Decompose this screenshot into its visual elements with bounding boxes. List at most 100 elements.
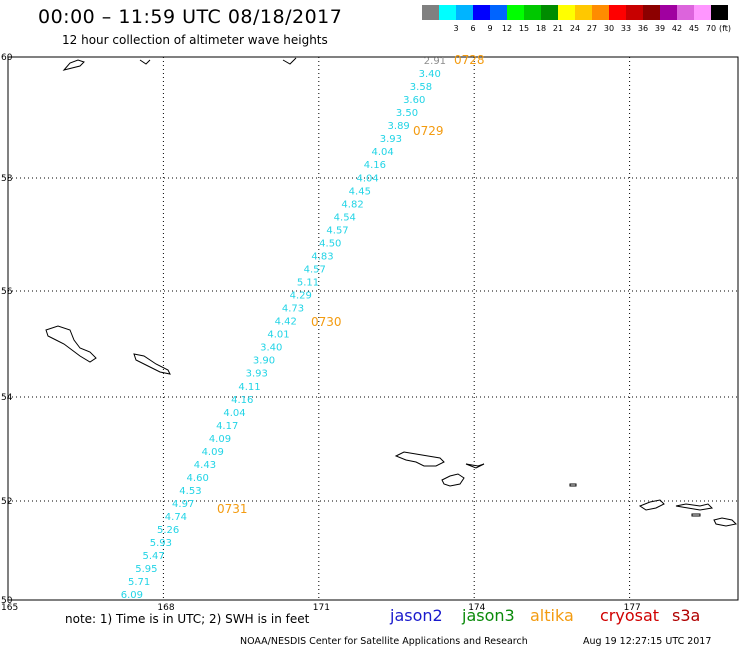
legend-swatch (422, 5, 439, 20)
coastline (441, 473, 465, 487)
coastline (133, 353, 171, 375)
pass-time-label: 0731 (217, 502, 248, 516)
swh-observation: 4.53 (179, 486, 201, 497)
pass-time-label: 0729 (413, 124, 444, 138)
map-title: 00:00 – 11:59 UTC 08/18/2017 (38, 6, 343, 28)
swh-observation: 4.74 (165, 512, 187, 523)
coastline (569, 483, 577, 487)
swh-observation: 3.40 (260, 343, 282, 354)
swh-observation: 5.11 (297, 278, 319, 289)
swh-observation: 4.57 (326, 225, 348, 236)
map-frame (7, 56, 739, 601)
legend-label: 6 (470, 24, 476, 33)
coastline (465, 463, 485, 469)
swh-observation: 4.57 (304, 264, 326, 275)
lat-tick-label: 50 (1, 596, 13, 606)
legend-label: 33 (620, 24, 632, 33)
legend-label: 18 (535, 24, 547, 33)
swh-observation: 4.29 (290, 291, 312, 302)
coastline (62, 59, 85, 71)
legend-swatch (643, 5, 660, 20)
footer-credit: NOAA/NESDIS Center for Satellite Applica… (240, 636, 528, 647)
legend-swatch (490, 5, 507, 20)
legend-swatch (711, 5, 728, 20)
legend-label: 30 (603, 24, 615, 33)
legend-label: 70 (705, 24, 717, 33)
satellite-cryosat: cryosat (600, 606, 660, 625)
swh-observation: 5.95 (135, 564, 157, 575)
legend-label: 3 (453, 24, 459, 33)
swh-observation: 4.01 (267, 330, 289, 341)
swh-observation: 4.60 (187, 473, 209, 484)
coastline (675, 503, 714, 511)
satellite-s3a: s3a (672, 606, 701, 625)
legend-label: 24 (569, 24, 581, 33)
legend-swatch (694, 5, 711, 20)
lat-tick-label: 60 (1, 53, 13, 63)
legend-label: 21 (552, 24, 564, 33)
legend-unit: (ft) (718, 24, 732, 33)
coastline (713, 517, 738, 527)
swh-observation: 4.09 (202, 447, 224, 458)
swh-observation: 3.58 (410, 82, 432, 93)
swh-observation: 4.42 (275, 317, 297, 328)
coastline (691, 513, 701, 517)
legend-swatch (439, 5, 456, 20)
swh-observation: 5.47 (143, 551, 165, 562)
legend-swatch (626, 5, 643, 20)
swh-observation: 4.04 (371, 147, 393, 158)
lon-tick-label: 177 (624, 603, 641, 613)
legend-label: 36 (637, 24, 649, 33)
lon-tick-label: 174 (468, 603, 485, 613)
legend-swatch (592, 5, 609, 20)
legend-swatch (575, 5, 592, 20)
swh-observation: 4.43 (194, 460, 216, 471)
lat-tick-label: 54 (1, 393, 13, 403)
satellite-jason3: jason3 (462, 606, 515, 625)
swh-observation: 5.26 (157, 525, 179, 536)
lat-tick-label: 58 (1, 174, 13, 184)
legend-swatch (456, 5, 473, 20)
swh-observation: 2.91 (424, 56, 446, 67)
swh-observation: 3.60 (403, 95, 425, 106)
coastline (638, 499, 665, 511)
legend-label: 42 (671, 24, 683, 33)
pass-time-label: 0730 (311, 315, 342, 329)
swh-observation: 4.04 (223, 408, 245, 419)
swh-observation: 4.50 (319, 238, 341, 249)
legend-swatch (541, 5, 558, 20)
legend-label: 12 (501, 24, 513, 33)
legend-swatch (677, 5, 694, 20)
swh-observation: 4.11 (238, 382, 260, 393)
legend-swatch (507, 5, 524, 20)
coastline (45, 325, 97, 363)
lon-tick-label: 165 (1, 603, 18, 613)
coastline (394, 451, 445, 467)
legend-label: 15 (518, 24, 530, 33)
legend-label: 39 (654, 24, 666, 33)
swh-observation: 5.93 (150, 538, 172, 549)
swh-observation: 5.71 (128, 577, 150, 588)
swh-observation: 4.09 (209, 434, 231, 445)
swh-observation: 4.73 (282, 304, 304, 315)
legend-swatch (609, 5, 626, 20)
satellite-altika: altika (530, 606, 574, 625)
legend-swatch (660, 5, 677, 20)
swh-observation: 3.93 (246, 369, 268, 380)
legend-swatch (524, 5, 541, 20)
swh-observation: 4.83 (311, 251, 333, 262)
footer-timestamp: Aug 19 12:27:15 UTC 2017 (583, 636, 712, 647)
note-text: note: 1) Time is in UTC; 2) SWH is in fe… (65, 612, 310, 626)
legend-swatch (473, 5, 490, 20)
coastline (139, 59, 151, 65)
swh-observation: 4.04 (356, 173, 378, 184)
swh-observation: 3.50 (396, 108, 418, 119)
lon-tick-label: 168 (157, 603, 174, 613)
lon-tick-label: 171 (313, 603, 330, 613)
swh-observation: 4.82 (341, 199, 363, 210)
swh-observation: 4.97 (172, 499, 194, 510)
swh-observation: 4.45 (349, 186, 371, 197)
swh-observation: 4.17 (216, 421, 238, 432)
legend-label: 27 (586, 24, 598, 33)
